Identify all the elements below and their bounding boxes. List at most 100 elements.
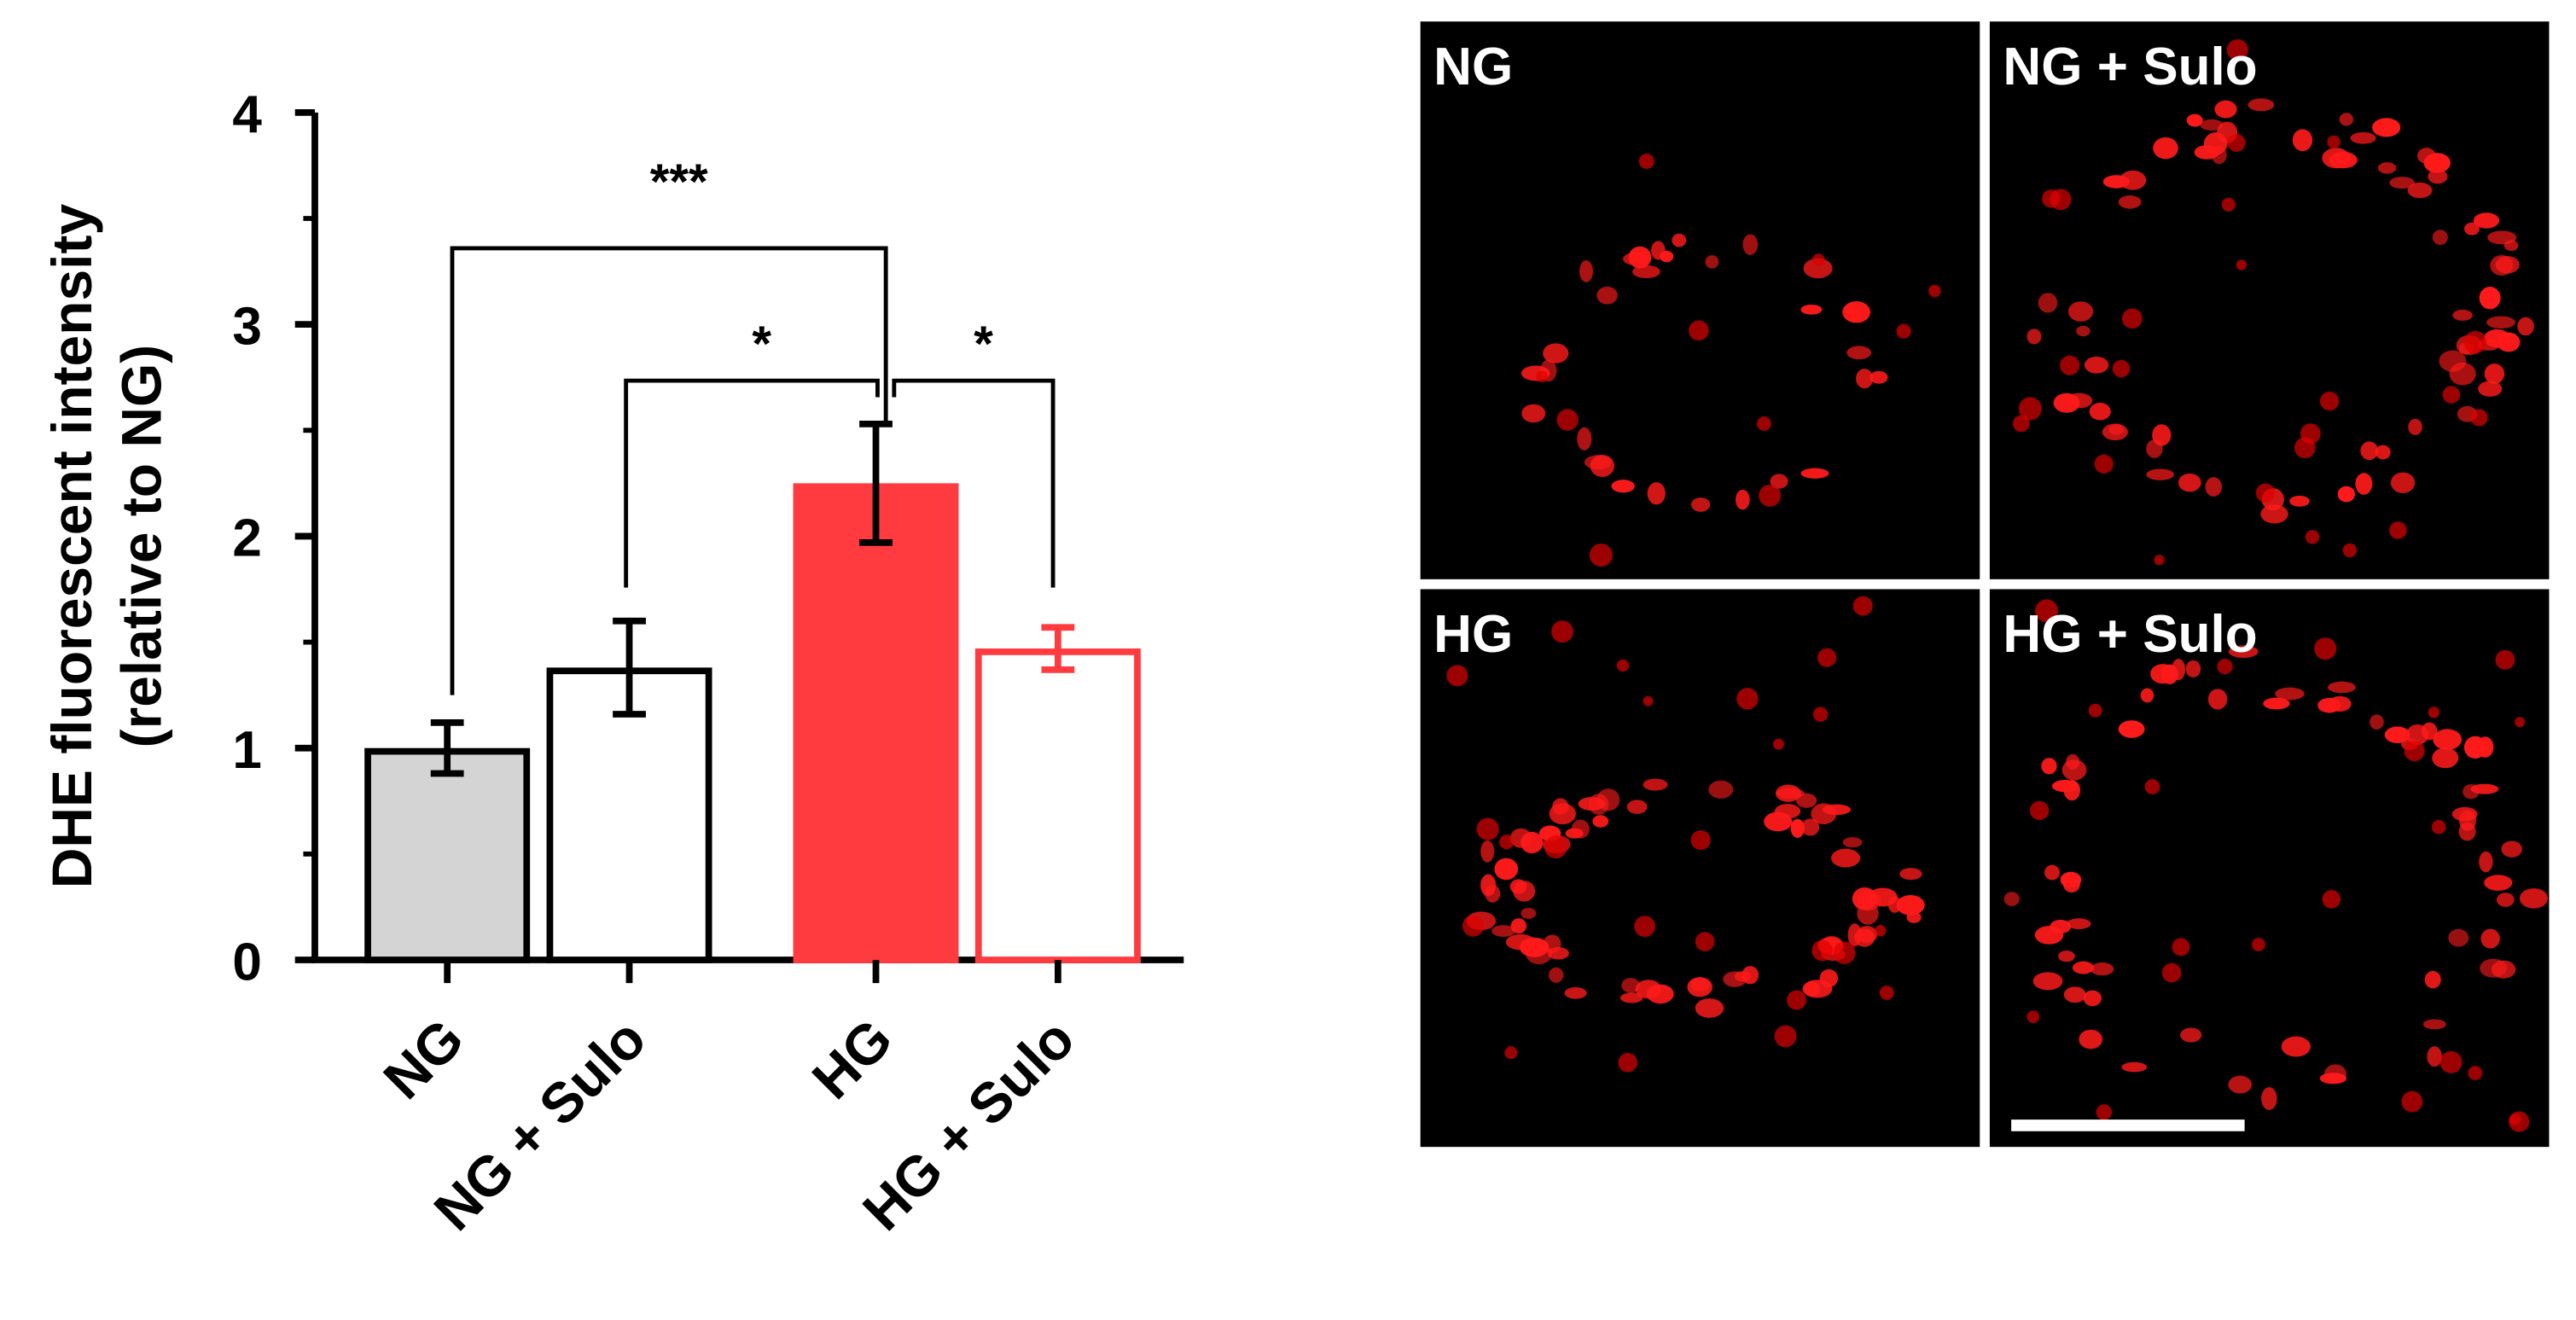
cell-nucleus (1695, 932, 1715, 951)
cell-nucleus (1869, 370, 1888, 384)
cell-nucleus (2431, 819, 2446, 834)
cell-nucleus (2112, 359, 2131, 378)
cell-nucleus (1705, 255, 1719, 269)
panel-label: HG + Sulo (2003, 605, 2257, 664)
cell-nucleus (1690, 497, 1711, 512)
y-tick-label: 3 (232, 297, 262, 356)
cell-nucleus (2327, 135, 2340, 149)
cell-nucleus (1776, 788, 1805, 800)
cell-nucleus (2355, 473, 2373, 495)
cell-nucleus (1551, 620, 1573, 643)
y-tick-label: 4 (232, 85, 262, 144)
cell-nucleus (2389, 177, 2415, 189)
cell-nucleus (2407, 182, 2433, 199)
cell-nucleus (2372, 118, 2401, 137)
cell-nucleus (1689, 320, 1709, 341)
cell-nucleus (1887, 896, 1902, 913)
cell-nucleus (1804, 981, 1820, 997)
cell-nucleus (2121, 1061, 2148, 1073)
cell-nucleus (1875, 924, 1887, 937)
cell-nucleus (1811, 803, 1837, 825)
cell-nucleus (1577, 427, 1592, 451)
cell-nucleus (1846, 346, 1872, 360)
cell-nucleus (2076, 325, 2090, 337)
cell-nucleus (1734, 971, 1752, 982)
cell-nucleus (2468, 1066, 2483, 1080)
cell-nucleus (2432, 747, 2459, 769)
cell-nucleus (2487, 230, 2517, 245)
cell-nucleus (1521, 907, 1537, 919)
cell-nucleus (1556, 409, 1579, 431)
cell-nucleus (1842, 301, 1871, 323)
cell-nucleus (2442, 386, 2461, 404)
cell-nucleus (2319, 1073, 2347, 1084)
cell-nucleus (2408, 418, 2422, 435)
x-tick-label: HG (800, 1007, 904, 1111)
cell-nucleus (1896, 895, 1925, 916)
cell-nucleus (2483, 329, 2511, 348)
cell-nucleus (2026, 329, 2042, 345)
cell-nucleus (2050, 919, 2072, 934)
cell-nucleus (1928, 284, 1941, 298)
cell-nucleus (2486, 316, 2515, 329)
cell-nucleus (1544, 835, 1567, 859)
cell-nucleus (2463, 330, 2487, 354)
cell-nucleus (2275, 687, 2305, 701)
cell-nucleus (2281, 1036, 2311, 1057)
cell-nucleus (1499, 834, 1515, 850)
cell-nucleus (2427, 153, 2445, 172)
cell-nucleus (2058, 951, 2075, 962)
bar (546, 667, 712, 963)
cell-nucleus (2018, 397, 2042, 421)
cell-nucleus (2319, 392, 2340, 411)
cell-nucleus (1626, 800, 1648, 814)
cell-nucleus (2012, 415, 2030, 433)
cell-nucleus (1879, 986, 1894, 1000)
cell-nucleus (2289, 495, 2310, 507)
cell-nucleus (1618, 1053, 1638, 1073)
cell-nucleus (1852, 596, 1873, 616)
cell-nucleus (2433, 729, 2463, 750)
cell-nucleus (2448, 928, 2469, 947)
bar-chart: 0 1 2 3 4 DHE fluorescent intensity (relative … (40, 85, 1184, 1242)
cell-nucleus (2041, 758, 2057, 775)
cell-nucleus (2509, 1111, 2530, 1132)
cell-nucleus (2096, 1104, 2113, 1120)
cell-nucleus (1736, 489, 1750, 510)
cell-nucleus (1462, 915, 1485, 937)
cell-nucleus (1811, 939, 1833, 962)
cell-nucleus (2227, 133, 2246, 152)
cell-nucleus (1547, 947, 1569, 960)
cell-nucleus (1790, 818, 1805, 838)
cell-nucleus (1852, 887, 1877, 910)
x-tick-label: NG (371, 1007, 475, 1111)
cell-nucleus (2350, 131, 2376, 144)
cell-nucleus (1616, 659, 1630, 672)
cell-nucleus (2217, 658, 2233, 675)
cell-nucleus (2035, 599, 2058, 623)
cell-nucleus (1801, 818, 1820, 836)
cell-nucleus (2451, 806, 2478, 822)
cell-nucleus (1621, 978, 1640, 993)
cell-nucleus (2042, 189, 2061, 208)
cell-nucleus (2421, 722, 2438, 741)
cell-nucleus (1446, 665, 1468, 687)
cell-nucleus (2317, 698, 2341, 713)
error-bar (1041, 624, 1075, 673)
cell-nucleus (1589, 544, 1613, 567)
cell-nucleus (2067, 301, 2094, 322)
cell-nucleus (1736, 688, 1759, 710)
cell-nucleus (2428, 707, 2440, 718)
cell-nucleus (1592, 815, 1609, 828)
cell-nucleus (2083, 990, 2102, 1007)
cell-nucleus (2375, 445, 2391, 460)
cell-nucleus (2060, 355, 2080, 375)
cell-nucleus (2490, 254, 2514, 276)
cell-nucleus (1643, 695, 1654, 707)
cell-nucleus (2428, 169, 2448, 184)
cell-nucleus (2470, 409, 2488, 427)
significance-bracket (892, 378, 1055, 588)
cell-nucleus (1628, 246, 1652, 269)
cell-nucleus (2260, 504, 2288, 524)
cell-nucleus (2102, 423, 2128, 441)
